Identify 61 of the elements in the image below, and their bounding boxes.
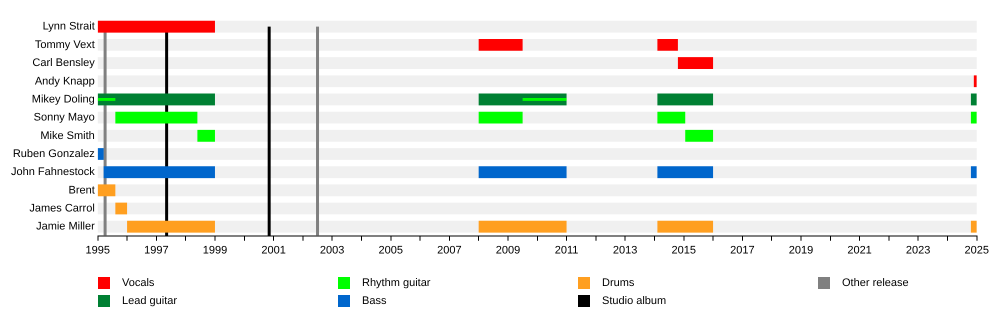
x-tick-label: 2009 xyxy=(496,244,520,256)
bar xyxy=(970,166,977,178)
legend-label: Vocals xyxy=(122,277,154,289)
y-tick-label: James Carrol xyxy=(29,202,95,215)
bar xyxy=(657,220,714,233)
legend-label: Bass xyxy=(362,295,386,307)
y-tick-label: John Fahnestock xyxy=(10,166,96,178)
bar xyxy=(104,166,215,178)
x-tick-label: 2001 xyxy=(261,244,286,256)
y-tick-label: Sonny Mayo xyxy=(34,112,95,124)
bar xyxy=(478,38,523,51)
x-tick-label: 2005 xyxy=(378,244,404,256)
x-tick-label: 2025 xyxy=(964,244,990,256)
bar xyxy=(478,166,567,178)
bar xyxy=(657,166,714,178)
y-tick-label: Ruben Gonzalez xyxy=(12,148,95,160)
bar xyxy=(98,184,116,196)
bar xyxy=(970,220,977,233)
bar xyxy=(970,94,977,106)
bar xyxy=(98,98,116,101)
bar xyxy=(678,57,714,69)
x-tick-label: 2015 xyxy=(672,244,696,256)
x-tick-label: 2003 xyxy=(320,244,344,256)
bar xyxy=(115,202,128,214)
x-tick-label: 2017 xyxy=(730,244,755,256)
legend-label: Drums xyxy=(602,277,634,289)
y-tick-label: Mike Smith xyxy=(40,130,95,142)
bar xyxy=(478,112,523,124)
y-tick-label: Jamie Miller xyxy=(36,220,96,233)
bar xyxy=(127,220,215,233)
bar xyxy=(98,20,215,33)
bar xyxy=(98,94,215,106)
bar xyxy=(970,112,977,124)
x-tick-label: 2011 xyxy=(554,244,578,256)
bar xyxy=(685,130,714,142)
x-tick-label: 2021 xyxy=(847,244,872,256)
x-tick-label: 1995 xyxy=(86,244,110,256)
x-tick-label: 1997 xyxy=(144,244,169,256)
legend-label: Other release xyxy=(842,277,909,289)
y-tick-label: Tommy Vext xyxy=(34,38,95,51)
y-tick-label: Lynn Strait xyxy=(42,20,95,33)
x-tick-label: 2007 xyxy=(437,244,462,256)
bar xyxy=(522,98,567,101)
legend-label: Studio album xyxy=(602,295,666,307)
bar xyxy=(657,94,714,106)
bar xyxy=(657,38,678,51)
y-tick-label: Mikey Doling xyxy=(32,93,95,106)
x-tick-label: 1999 xyxy=(202,244,228,256)
x-tick-label: 2023 xyxy=(906,244,930,256)
bar xyxy=(115,112,198,124)
y-tick-label: Brent xyxy=(68,184,95,196)
bar xyxy=(98,148,104,160)
legend-label: Lead guitar xyxy=(122,295,178,307)
bar xyxy=(197,130,215,142)
x-tick-label: 2019 xyxy=(788,244,814,256)
bar xyxy=(657,112,686,124)
y-tick-label: Andy Knapp xyxy=(34,75,95,88)
bar xyxy=(478,220,567,233)
x-tick-label: 2013 xyxy=(612,244,638,256)
y-tick-label: Carl Bensley xyxy=(32,57,96,70)
legend-label: Rhythm guitar xyxy=(362,277,430,289)
